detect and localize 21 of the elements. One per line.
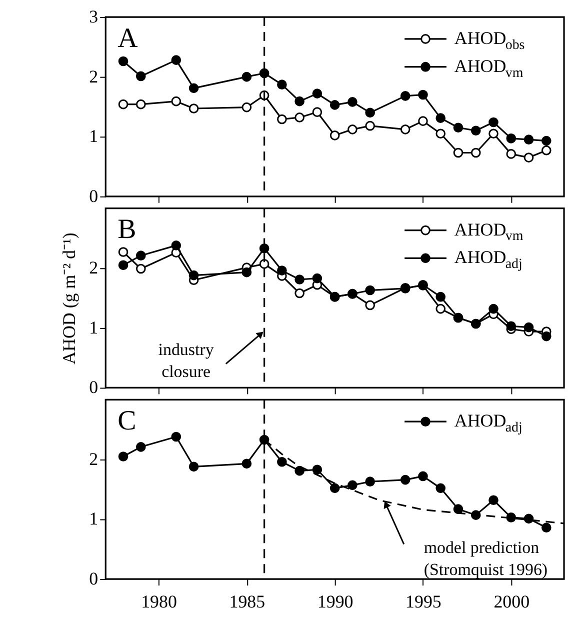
annotation: model prediction (Stromquist 1996): [424, 538, 548, 580]
x-tick-label: 1990: [317, 591, 354, 612]
y-tick-label: 1: [89, 317, 98, 338]
y-tick-label: 3: [89, 6, 98, 27]
x-tick-label: 2000: [494, 591, 530, 612]
x-tick-label: 1995: [406, 591, 442, 612]
x-tick-label: 1985: [229, 591, 266, 612]
y-tick-label: 2: [89, 258, 98, 278]
y-tick-label: 2: [89, 448, 98, 469]
y-tick-label: 0: [89, 377, 98, 398]
annotation: A: [118, 22, 138, 54]
x-tick-label: 1980: [141, 591, 177, 612]
annotation: B: [118, 214, 136, 246]
y-tick-label: 0: [89, 568, 98, 589]
y-tick-label: 2: [89, 66, 98, 86]
annotation: industry closure: [158, 340, 214, 381]
y-tick-label: 1: [89, 126, 98, 146]
y-tick-label: 0: [89, 186, 98, 206]
y-tick-label: 1: [89, 508, 98, 529]
annotation: C: [118, 406, 136, 437]
y-axis-title: AHOD (g m⁻² d⁻¹): [59, 232, 80, 364]
